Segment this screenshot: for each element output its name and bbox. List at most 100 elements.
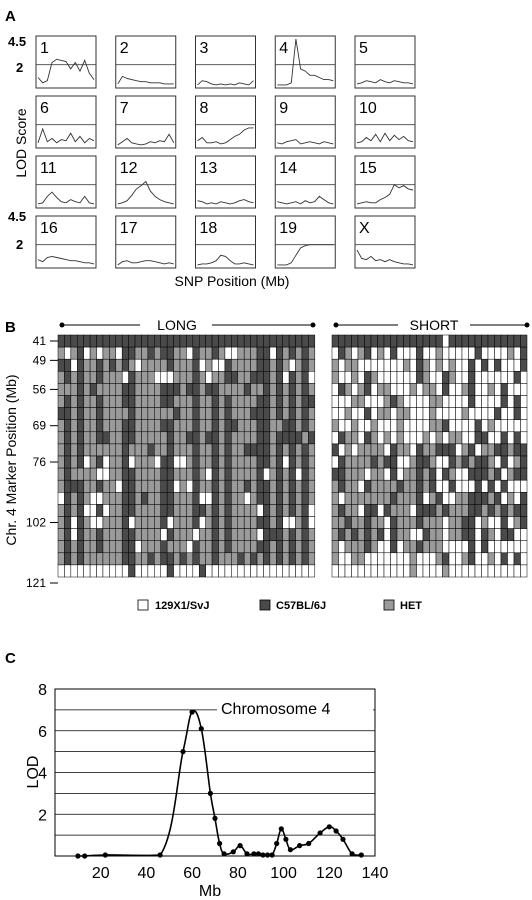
genotype-cell xyxy=(121,407,129,420)
genotype-cell xyxy=(231,358,239,372)
chromosome-panel: X xyxy=(354,215,416,269)
genotype-cell xyxy=(115,395,123,408)
genotype-cell xyxy=(57,504,65,517)
genotype-cell xyxy=(205,564,213,578)
genotype-cell xyxy=(383,467,391,481)
genotype-cell xyxy=(494,346,502,360)
genotype-cell xyxy=(507,431,515,445)
genotype-cell xyxy=(211,334,219,348)
genotype-cell xyxy=(218,516,226,529)
genotype-cell xyxy=(370,479,378,493)
genotype-cell xyxy=(487,492,495,505)
genotype-cell xyxy=(121,443,129,457)
genotype-cell xyxy=(250,492,258,505)
genotype-cell xyxy=(364,492,372,505)
genotype-cell xyxy=(269,479,277,493)
genotype-cell xyxy=(351,407,359,420)
genotype-cell xyxy=(186,552,194,566)
genotype-cell xyxy=(102,334,110,348)
genotype-cell xyxy=(269,346,277,360)
genotype-cell xyxy=(396,419,404,433)
genotype-cell xyxy=(179,346,187,360)
genotype-cell xyxy=(115,540,123,554)
genotype-cell xyxy=(370,383,378,396)
genotype-cell xyxy=(128,358,136,372)
genotype-cell xyxy=(455,407,463,420)
genotype-cell xyxy=(192,334,200,348)
genotype-cell xyxy=(179,383,187,396)
genotype-cell xyxy=(429,431,437,445)
genotype-cell xyxy=(109,383,117,396)
genotype-cell xyxy=(121,504,129,517)
chromosome-panel: 9 xyxy=(274,95,336,149)
genotype-cell xyxy=(282,443,290,457)
genotype-cell xyxy=(121,492,129,505)
genotype-cell xyxy=(109,564,117,578)
genotype-cell xyxy=(282,371,290,384)
genotype-cell xyxy=(166,540,174,554)
genotype-cell xyxy=(487,516,495,529)
chromosome-panel-frame xyxy=(35,155,97,209)
genotype-cell xyxy=(351,346,359,360)
genotype-cell xyxy=(487,358,495,372)
genotype-cell xyxy=(141,528,149,541)
genotype-cell xyxy=(288,371,296,384)
genotype-cell xyxy=(218,419,226,433)
genotype-cell xyxy=(166,564,174,578)
genotype-cell xyxy=(64,564,72,578)
genotype-cell xyxy=(198,492,206,505)
genotype-cell xyxy=(160,492,168,505)
genotype-cell xyxy=(237,492,245,505)
genotype-cell xyxy=(416,504,424,517)
genotype-cell xyxy=(481,395,489,408)
genotype-cell xyxy=(461,358,469,372)
genotype-cell xyxy=(295,346,303,360)
genotype-cell xyxy=(520,479,528,493)
genotype-cell xyxy=(494,504,502,517)
genotype-cell xyxy=(429,516,437,529)
genotype-cell xyxy=(231,467,239,481)
genotype-cell xyxy=(442,407,450,420)
genotype-cell xyxy=(468,358,476,372)
genotype-cell xyxy=(390,371,398,384)
genotype-cell xyxy=(448,395,456,408)
genotype-cell xyxy=(288,540,296,554)
genotype-cell xyxy=(468,479,476,493)
chromosome-number-label: 5 xyxy=(359,40,368,57)
genotype-cell xyxy=(448,516,456,529)
genotype-cell xyxy=(429,479,437,493)
chromosome-panel-frame xyxy=(354,155,416,209)
genotype-cell xyxy=(500,455,508,469)
genotype-cell xyxy=(481,334,489,348)
genotype-cell xyxy=(422,395,430,408)
chromosome-number-label: X xyxy=(359,220,370,237)
genotype-cell xyxy=(134,564,142,578)
genotype-cell xyxy=(192,407,200,420)
genotype-cell xyxy=(338,346,346,360)
genotype-cell xyxy=(351,371,359,384)
genotype-cell xyxy=(474,371,482,384)
genotype-cell xyxy=(166,479,174,493)
genotype-cell xyxy=(429,407,437,420)
genotype-cell xyxy=(288,552,296,566)
genotype-cell xyxy=(474,407,482,420)
genotype-cell xyxy=(422,419,430,433)
genotype-cell xyxy=(166,346,174,360)
genotype-cell xyxy=(141,371,149,384)
genotype-cell xyxy=(282,504,290,517)
genotype-cell xyxy=(331,371,339,384)
genotype-cell xyxy=(390,467,398,481)
panel-a-label: A xyxy=(5,8,16,25)
genotype-cell xyxy=(243,492,251,505)
genotype-cell xyxy=(295,540,303,554)
genotype-cell xyxy=(351,552,359,566)
genotype-cell xyxy=(331,383,339,396)
genotype-cell xyxy=(115,516,123,529)
genotype-cell xyxy=(396,467,404,481)
genotype-cell xyxy=(83,455,91,469)
chromosome-panel: 19 xyxy=(274,215,336,269)
genotype-cell xyxy=(256,540,264,554)
genotype-cell xyxy=(442,540,450,554)
genotype-cell xyxy=(166,407,174,420)
